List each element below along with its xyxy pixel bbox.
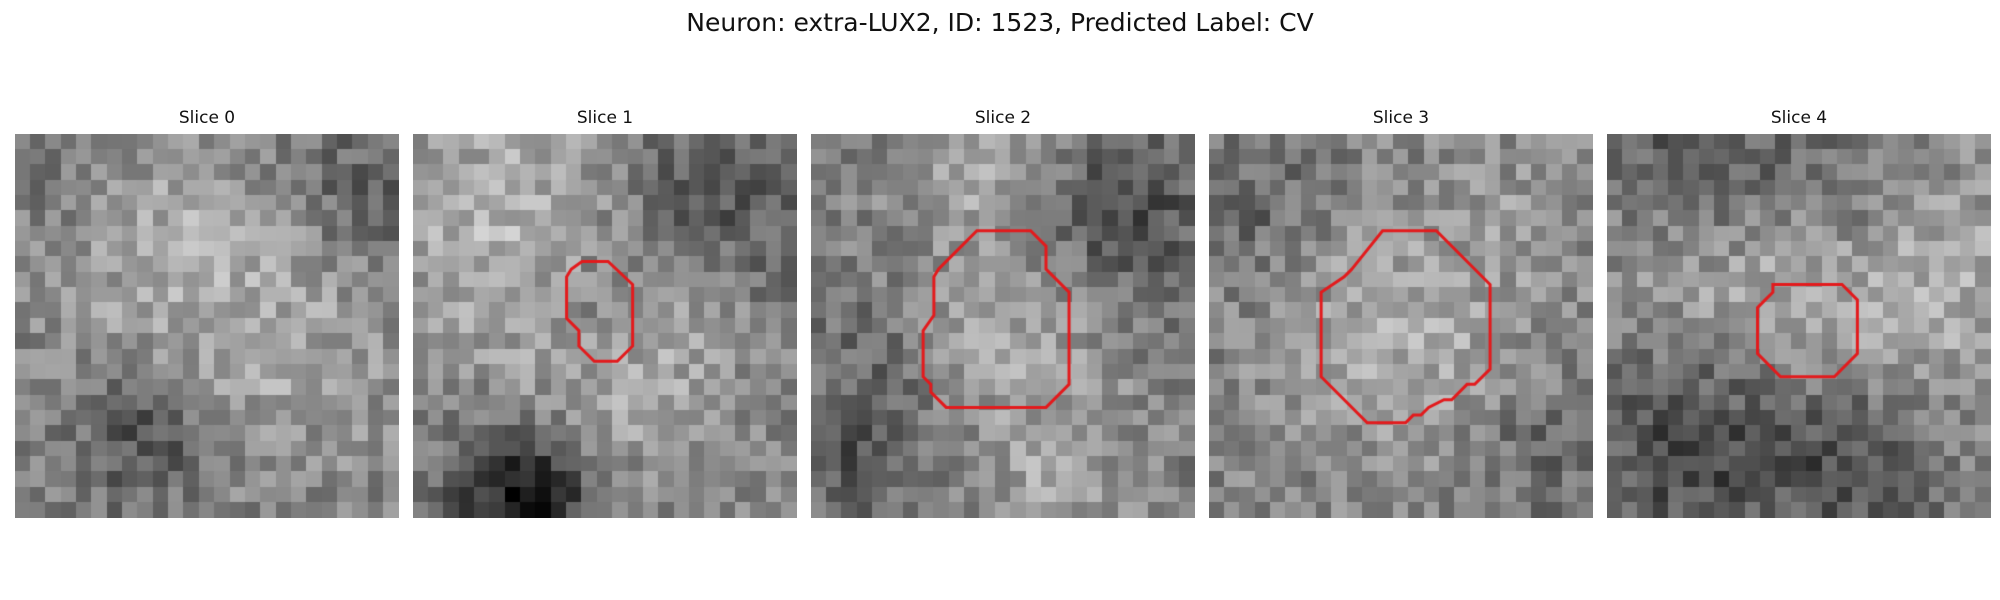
slice-image-3 [1209, 134, 1593, 518]
slice-panel-2: Slice 2 [811, 108, 1195, 522]
slice-panel-4: Slice 4 [1607, 108, 1991, 522]
slice-panel-3: Slice 3 [1209, 108, 1593, 522]
slice-title-4: Slice 4 [1770, 108, 1828, 128]
slice-title-3: Slice 3 [1372, 108, 1430, 128]
slice-panel-0: Slice 0 [15, 108, 399, 522]
slice-title-1: Slice 1 [576, 108, 634, 128]
slice-image-4 [1607, 134, 1991, 518]
figure-title: Neuron: extra-LUX2, ID: 1523, Predicted … [686, 8, 1314, 37]
slice-image-1 [413, 134, 797, 518]
slice-image-2 [811, 134, 1195, 518]
slice-image-0 [15, 134, 399, 518]
slice-title-0: Slice 0 [178, 108, 236, 128]
slice-title-2: Slice 2 [974, 108, 1032, 128]
slice-panel-1: Slice 1 [413, 108, 797, 522]
